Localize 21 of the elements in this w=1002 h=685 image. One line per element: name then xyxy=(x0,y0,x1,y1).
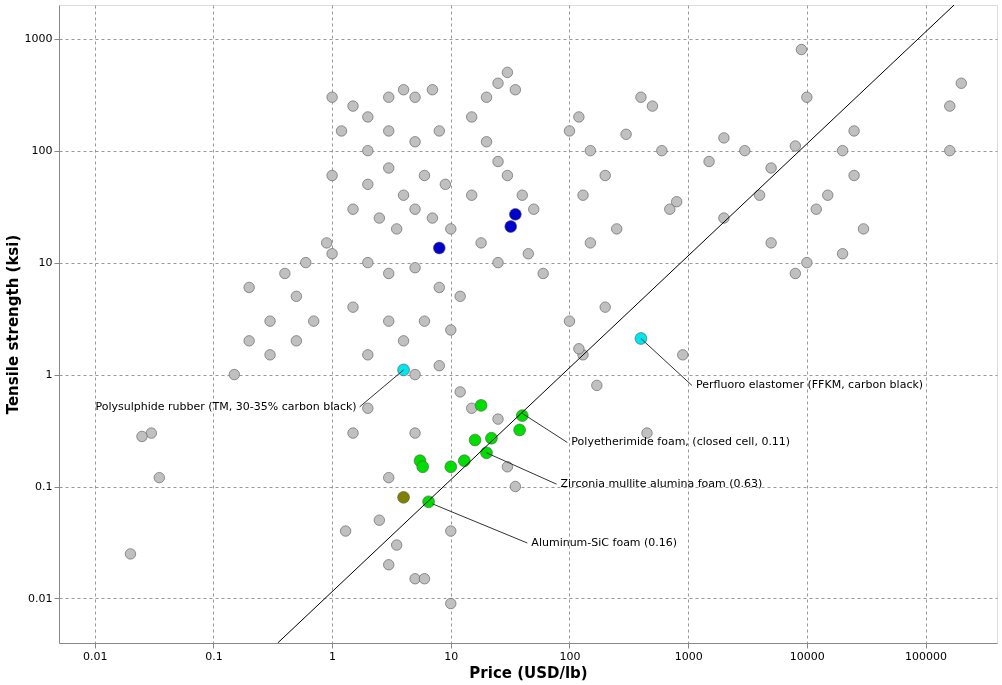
x-tick-label: 10000 xyxy=(789,649,825,663)
y-tick-label: 1000 xyxy=(24,32,53,46)
y-tick-label: 1 xyxy=(45,368,53,382)
annotation: Perfluoro elastomer (FFKM, carbon black) xyxy=(695,378,924,392)
x-tick-label: 1000 xyxy=(674,649,703,663)
x-tick-label: 0.01 xyxy=(82,649,108,663)
x-axis-title: Price (USD/lb) xyxy=(469,663,588,682)
y-tick-label: 0.01 xyxy=(28,591,53,605)
annotation: Aluminum-SiC foam (0.16) xyxy=(531,536,678,550)
x-tick-label: 100 xyxy=(559,649,581,663)
x-tick-label: 100000 xyxy=(905,649,948,663)
y-tick-label: 10 xyxy=(38,256,53,270)
x-tick-label: 1 xyxy=(329,649,337,663)
annotation: Polyetherimide foam, (closed cell, 0.11) xyxy=(571,435,791,449)
y-axis-title: Tensile strength (ksi) xyxy=(3,234,22,415)
annotation: Polysulphide rubber (TM, 30-35% carbon black) xyxy=(95,399,357,413)
y-tick-label: 0.1 xyxy=(35,480,53,493)
x-tick-label: 10 xyxy=(444,649,459,663)
y-tick-label: 100 xyxy=(31,144,53,158)
annotation: Zirconia mullite alumina foam (0.63) xyxy=(560,477,763,491)
x-tick-label: 0.1 xyxy=(205,649,223,663)
